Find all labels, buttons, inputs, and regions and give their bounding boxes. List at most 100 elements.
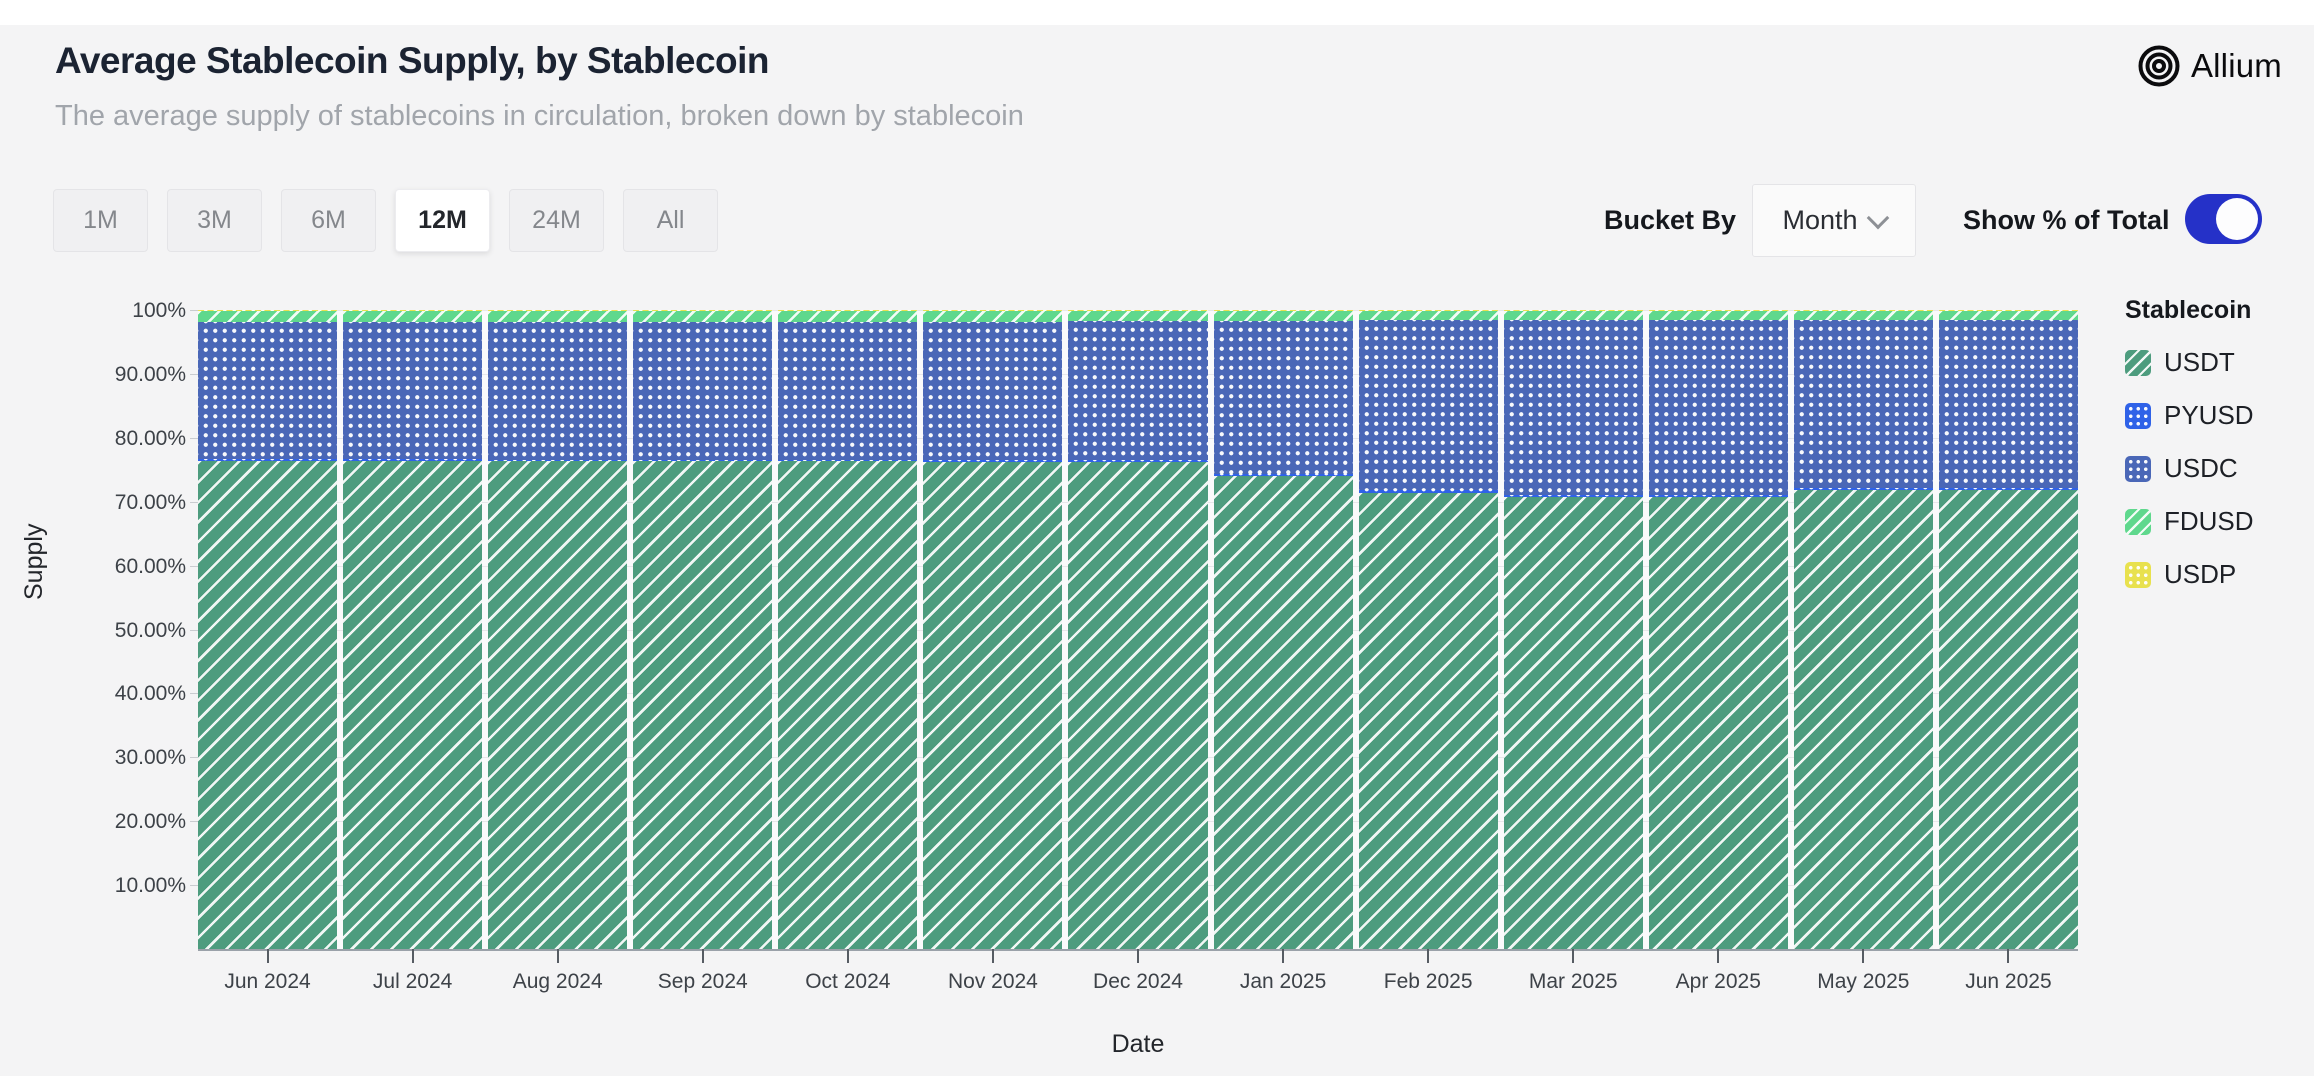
segment-pyusd [1793, 487, 1933, 491]
bucket-by-select[interactable]: Month [1752, 184, 1916, 257]
y-tick-label: 20.00% [114, 810, 186, 834]
segment-usdc [778, 321, 918, 460]
x-tick-mark [846, 949, 849, 963]
bar-jul-2024[interactable] [343, 310, 483, 949]
segment-usdt [1213, 476, 1353, 949]
segment-pyusd [1938, 487, 2079, 491]
brand: Allium [2137, 44, 2282, 88]
legend-swatch-usdt [2125, 349, 2151, 376]
segment-fdusd [1793, 311, 1933, 321]
legend-item-pyusd[interactable]: PYUSD [2125, 400, 2254, 431]
chart-plot-area [198, 310, 2079, 951]
bar-feb-2025[interactable] [1358, 310, 1498, 949]
segment-usdt [1503, 497, 1643, 949]
segment-pyusd [1213, 473, 1353, 477]
y-tick-mark [190, 310, 198, 311]
segment-usdc [1938, 320, 2079, 488]
segment-usdt [778, 461, 918, 949]
y-tick-mark [190, 501, 198, 503]
legend-label-pyusd: PYUSD [2164, 400, 2254, 430]
x-tick-label: Sep 2024 [657, 970, 748, 993]
bar-jun-2025[interactable] [1938, 310, 2079, 949]
range-button-1m[interactable]: 1M [53, 189, 148, 252]
legend-item-usdc[interactable]: USDC [2125, 453, 2254, 484]
x-tick-mark [991, 949, 994, 963]
segment-pyusd [923, 460, 1063, 463]
bar-series [198, 310, 2079, 949]
allium-logo-icon [2137, 44, 2181, 88]
range-button-3m[interactable]: 3M [167, 189, 262, 252]
segment-usdt [923, 462, 1063, 949]
x-tick-mark [556, 949, 559, 963]
bar-oct-2024[interactable] [778, 310, 918, 949]
legend-item-usdp[interactable]: USDP [2125, 559, 2254, 590]
segment-usdc [1068, 320, 1208, 461]
y-tick-label: 70.00% [114, 490, 186, 514]
y-tick-label: 40.00% [114, 682, 186, 706]
range-button-6m[interactable]: 6M [281, 189, 376, 252]
segment-fdusd [633, 311, 773, 322]
legend-item-fdusd[interactable]: FDUSD [2125, 506, 2254, 537]
legend: Stablecoin USDT PYUSD USDC FDUSD USDP [2125, 296, 2254, 612]
x-tick-label: Jul 2024 [372, 970, 453, 993]
segment-usdp [1938, 310, 2079, 312]
bar-may-2025[interactable] [1793, 310, 1933, 949]
x-axis-title: Date [1111, 1030, 1165, 1058]
range-button-24m[interactable]: 24M [509, 189, 604, 252]
segment-usdc [1793, 320, 1933, 488]
legend-swatch-pyusd [2125, 402, 2151, 429]
legend-label-fdusd: FDUSD [2164, 506, 2254, 536]
segment-fdusd [343, 311, 483, 323]
segment-fdusd [1503, 311, 1643, 321]
legend-swatch-fdusd [2125, 508, 2151, 535]
segment-usdt [343, 460, 483, 949]
range-button-12m[interactable]: 12M [395, 189, 490, 252]
segment-usdp [488, 310, 628, 312]
legend-label-usdt: USDT [2164, 347, 2235, 377]
bar-sep-2024[interactable] [633, 310, 773, 949]
bar-mar-2025[interactable] [1503, 310, 1643, 949]
brand-name: Allium [2190, 47, 2282, 84]
segment-usdc [1213, 320, 1353, 474]
segment-usdc [1648, 320, 1788, 495]
segment-pyusd [343, 458, 483, 461]
chevron-down-icon [1866, 206, 1889, 229]
segment-pyusd [778, 459, 918, 462]
segment-pyusd [198, 458, 338, 461]
x-tick-mark [1572, 949, 1575, 963]
x-tick-label: Mar 2025 [1528, 970, 1618, 993]
page-title: Average Stablecoin Supply, by Stablecoin [55, 40, 770, 81]
x-tick-label: Nov 2024 [947, 970, 1038, 993]
bar-dec-2024[interactable] [1068, 310, 1208, 949]
legend-swatch-usdp [2125, 561, 2151, 588]
y-tick-label: 10.00% [114, 874, 186, 898]
segment-usdc [1503, 320, 1643, 495]
segment-usdc [1358, 320, 1498, 491]
x-tick-label: Oct 2024 [805, 970, 891, 993]
segment-fdusd [1068, 311, 1208, 321]
x-tick-mark [411, 949, 414, 963]
range-button-all[interactable]: All [623, 189, 718, 252]
segment-pyusd [633, 459, 773, 462]
y-tick-label: 100% [132, 299, 186, 322]
legend-item-usdt[interactable]: USDT [2125, 347, 2254, 378]
y-tick-label: 30.00% [114, 746, 186, 770]
bar-aug-2024[interactable] [488, 310, 628, 949]
bar-apr-2025[interactable] [1648, 310, 1788, 949]
bar-jan-2025[interactable] [1213, 310, 1353, 949]
segment-usdt [1793, 490, 1933, 949]
top-strip [0, 0, 2314, 25]
x-tick-label: May 2025 [1817, 970, 1910, 993]
segment-fdusd [1938, 311, 2079, 321]
segment-usdp [1068, 310, 1208, 312]
legend-swatch-usdc [2125, 455, 2151, 482]
x-tick-label: Apr 2025 [1675, 970, 1761, 993]
segment-fdusd [1213, 311, 1353, 321]
show-percent-toggle[interactable] [2185, 194, 2262, 244]
bar-jun-2024[interactable] [198, 310, 338, 949]
segment-pyusd [1358, 490, 1498, 493]
bar-nov-2024[interactable] [923, 310, 1063, 949]
y-tick-label: 60.00% [114, 554, 186, 578]
segment-usdp [633, 310, 773, 312]
